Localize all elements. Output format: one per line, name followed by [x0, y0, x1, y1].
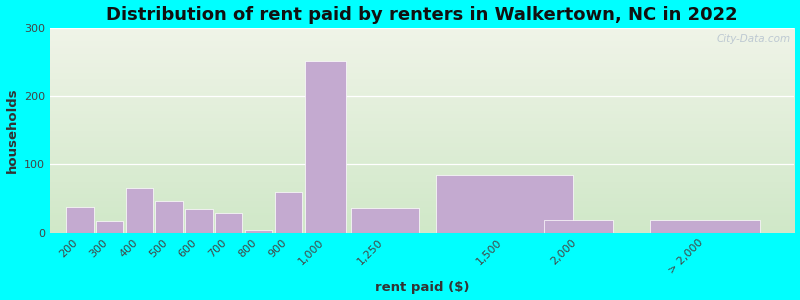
Bar	[305, 61, 346, 232]
Bar	[66, 207, 94, 232]
Bar	[245, 230, 272, 232]
Bar	[351, 208, 419, 232]
Bar	[274, 192, 302, 233]
X-axis label: rent paid ($): rent paid ($)	[375, 281, 470, 294]
Title: Distribution of rent paid by renters in Walkertown, NC in 2022: Distribution of rent paid by renters in …	[106, 6, 738, 24]
Text: City-Data.com: City-Data.com	[717, 34, 790, 44]
Bar	[436, 175, 573, 232]
Bar	[126, 188, 153, 232]
Bar	[544, 220, 613, 232]
Bar	[155, 200, 183, 232]
Y-axis label: households: households	[6, 87, 18, 173]
Bar	[650, 220, 760, 232]
Bar	[215, 214, 242, 232]
Bar	[96, 221, 123, 232]
Bar	[186, 209, 213, 232]
